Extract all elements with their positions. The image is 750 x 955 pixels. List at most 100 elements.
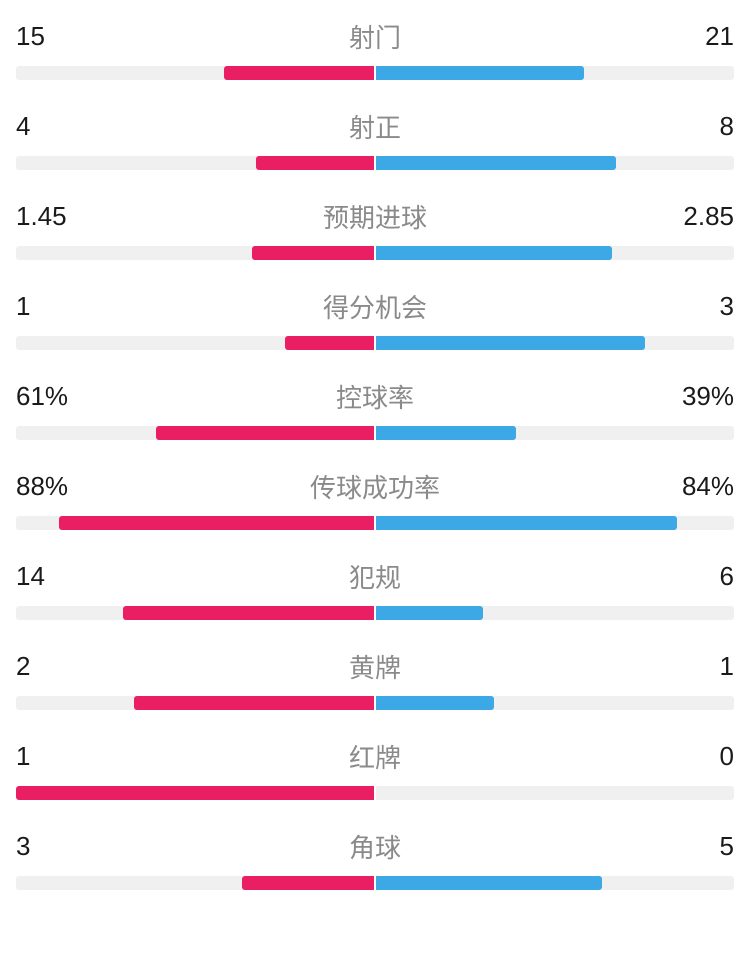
stat-bar-left-fill xyxy=(134,696,374,710)
stat-bar-right-track xyxy=(376,66,734,80)
stat-value-left: 14 xyxy=(16,561,76,592)
stat-bar-left-track xyxy=(16,696,374,710)
stat-row: 2黄牌1 xyxy=(16,648,734,710)
stat-bar-left-fill xyxy=(256,156,374,170)
stat-bar-right-fill xyxy=(376,876,602,890)
stat-value-left: 1.45 xyxy=(16,201,76,232)
stat-bar-right-fill xyxy=(376,336,645,350)
stat-header: 3角球5 xyxy=(16,828,734,865)
stat-value-left: 88% xyxy=(16,471,76,502)
stat-bar-left-track xyxy=(16,66,374,80)
stat-bar-left-fill xyxy=(156,426,374,440)
stat-value-left: 3 xyxy=(16,831,76,862)
stat-bar xyxy=(16,336,734,350)
stat-bar-left-track xyxy=(16,246,374,260)
stat-bar xyxy=(16,786,734,800)
stat-bar-left-fill xyxy=(16,786,374,800)
stat-bar-left-track xyxy=(16,516,374,530)
stat-bar-left-fill xyxy=(224,66,374,80)
stat-value-left: 2 xyxy=(16,651,76,682)
stat-bar-left-track xyxy=(16,876,374,890)
stat-header: 1红牌0 xyxy=(16,738,734,775)
stat-bar-left-track xyxy=(16,426,374,440)
stat-bar-left-track xyxy=(16,786,374,800)
stat-header: 1得分机会3 xyxy=(16,288,734,325)
stat-value-left: 61% xyxy=(16,381,76,412)
stat-value-left: 1 xyxy=(16,291,76,322)
stat-bar-left-fill xyxy=(252,246,374,260)
stat-row: 61%控球率39% xyxy=(16,378,734,440)
stat-bar-right-track xyxy=(376,786,734,800)
stat-bar-left-fill xyxy=(285,336,375,350)
stat-row: 1得分机会3 xyxy=(16,288,734,350)
stat-bar-right-fill xyxy=(376,66,584,80)
stat-bar xyxy=(16,156,734,170)
stat-bar-right-fill xyxy=(376,606,483,620)
stat-value-right: 21 xyxy=(674,21,734,52)
stat-value-right: 5 xyxy=(674,831,734,862)
stat-label: 角球 xyxy=(76,828,674,865)
stat-row: 1.45预期进球2.85 xyxy=(16,198,734,260)
match-stats-container: 15射门214射正81.45预期进球2.851得分机会361%控球率39%88%… xyxy=(16,18,734,890)
stat-bar-left-track xyxy=(16,156,374,170)
stat-label: 射门 xyxy=(76,18,674,55)
stat-header: 2黄牌1 xyxy=(16,648,734,685)
stat-row: 1红牌0 xyxy=(16,738,734,800)
stat-value-right: 84% xyxy=(674,471,734,502)
stat-header: 14犯规6 xyxy=(16,558,734,595)
stat-bar-right-fill xyxy=(376,696,494,710)
stat-bar-left-fill xyxy=(59,516,374,530)
stat-value-right: 6 xyxy=(674,561,734,592)
stat-bar-left-fill xyxy=(242,876,374,890)
stat-bar-right-fill xyxy=(376,516,677,530)
stat-value-right: 1 xyxy=(674,651,734,682)
stat-label: 控球率 xyxy=(76,378,674,415)
stat-value-right: 0 xyxy=(674,741,734,772)
stat-row: 88%传球成功率84% xyxy=(16,468,734,530)
stat-value-left: 4 xyxy=(16,111,76,142)
stat-bar-left-fill xyxy=(123,606,374,620)
stat-bar-right-track xyxy=(376,336,734,350)
stat-bar-right-track xyxy=(376,696,734,710)
stat-bar-left-track xyxy=(16,606,374,620)
stat-label: 射正 xyxy=(76,108,674,145)
stat-bar xyxy=(16,66,734,80)
stat-label: 黄牌 xyxy=(76,648,674,685)
stat-value-left: 15 xyxy=(16,21,76,52)
stat-label: 传球成功率 xyxy=(76,468,674,505)
stat-bar-right-track xyxy=(376,516,734,530)
stat-value-right: 8 xyxy=(674,111,734,142)
stat-bar-right-fill xyxy=(376,426,516,440)
stat-bar xyxy=(16,696,734,710)
stat-bar xyxy=(16,426,734,440)
stat-bar-right-track xyxy=(376,246,734,260)
stat-label: 红牌 xyxy=(76,738,674,775)
stat-value-left: 1 xyxy=(16,741,76,772)
stat-bar xyxy=(16,876,734,890)
stat-bar-right-fill xyxy=(376,156,616,170)
stat-bar-right-track xyxy=(376,426,734,440)
stat-value-right: 2.85 xyxy=(674,201,734,232)
stat-row: 14犯规6 xyxy=(16,558,734,620)
stat-header: 15射门21 xyxy=(16,18,734,55)
stat-header: 4射正8 xyxy=(16,108,734,145)
stat-row: 15射门21 xyxy=(16,18,734,80)
stat-label: 犯规 xyxy=(76,558,674,595)
stat-header: 61%控球率39% xyxy=(16,378,734,415)
stat-header: 1.45预期进球2.85 xyxy=(16,198,734,235)
stat-bar-right-track xyxy=(376,876,734,890)
stat-bar xyxy=(16,606,734,620)
stat-header: 88%传球成功率84% xyxy=(16,468,734,505)
stat-label: 得分机会 xyxy=(76,288,674,325)
stat-row: 3角球5 xyxy=(16,828,734,890)
stat-label: 预期进球 xyxy=(76,198,674,235)
stat-row: 4射正8 xyxy=(16,108,734,170)
stat-bar xyxy=(16,246,734,260)
stat-bar-right-track xyxy=(376,606,734,620)
stat-bar-right-fill xyxy=(376,246,612,260)
stat-bar-left-track xyxy=(16,336,374,350)
stat-bar-right-track xyxy=(376,156,734,170)
stat-bar xyxy=(16,516,734,530)
stat-value-right: 39% xyxy=(674,381,734,412)
stat-value-right: 3 xyxy=(674,291,734,322)
